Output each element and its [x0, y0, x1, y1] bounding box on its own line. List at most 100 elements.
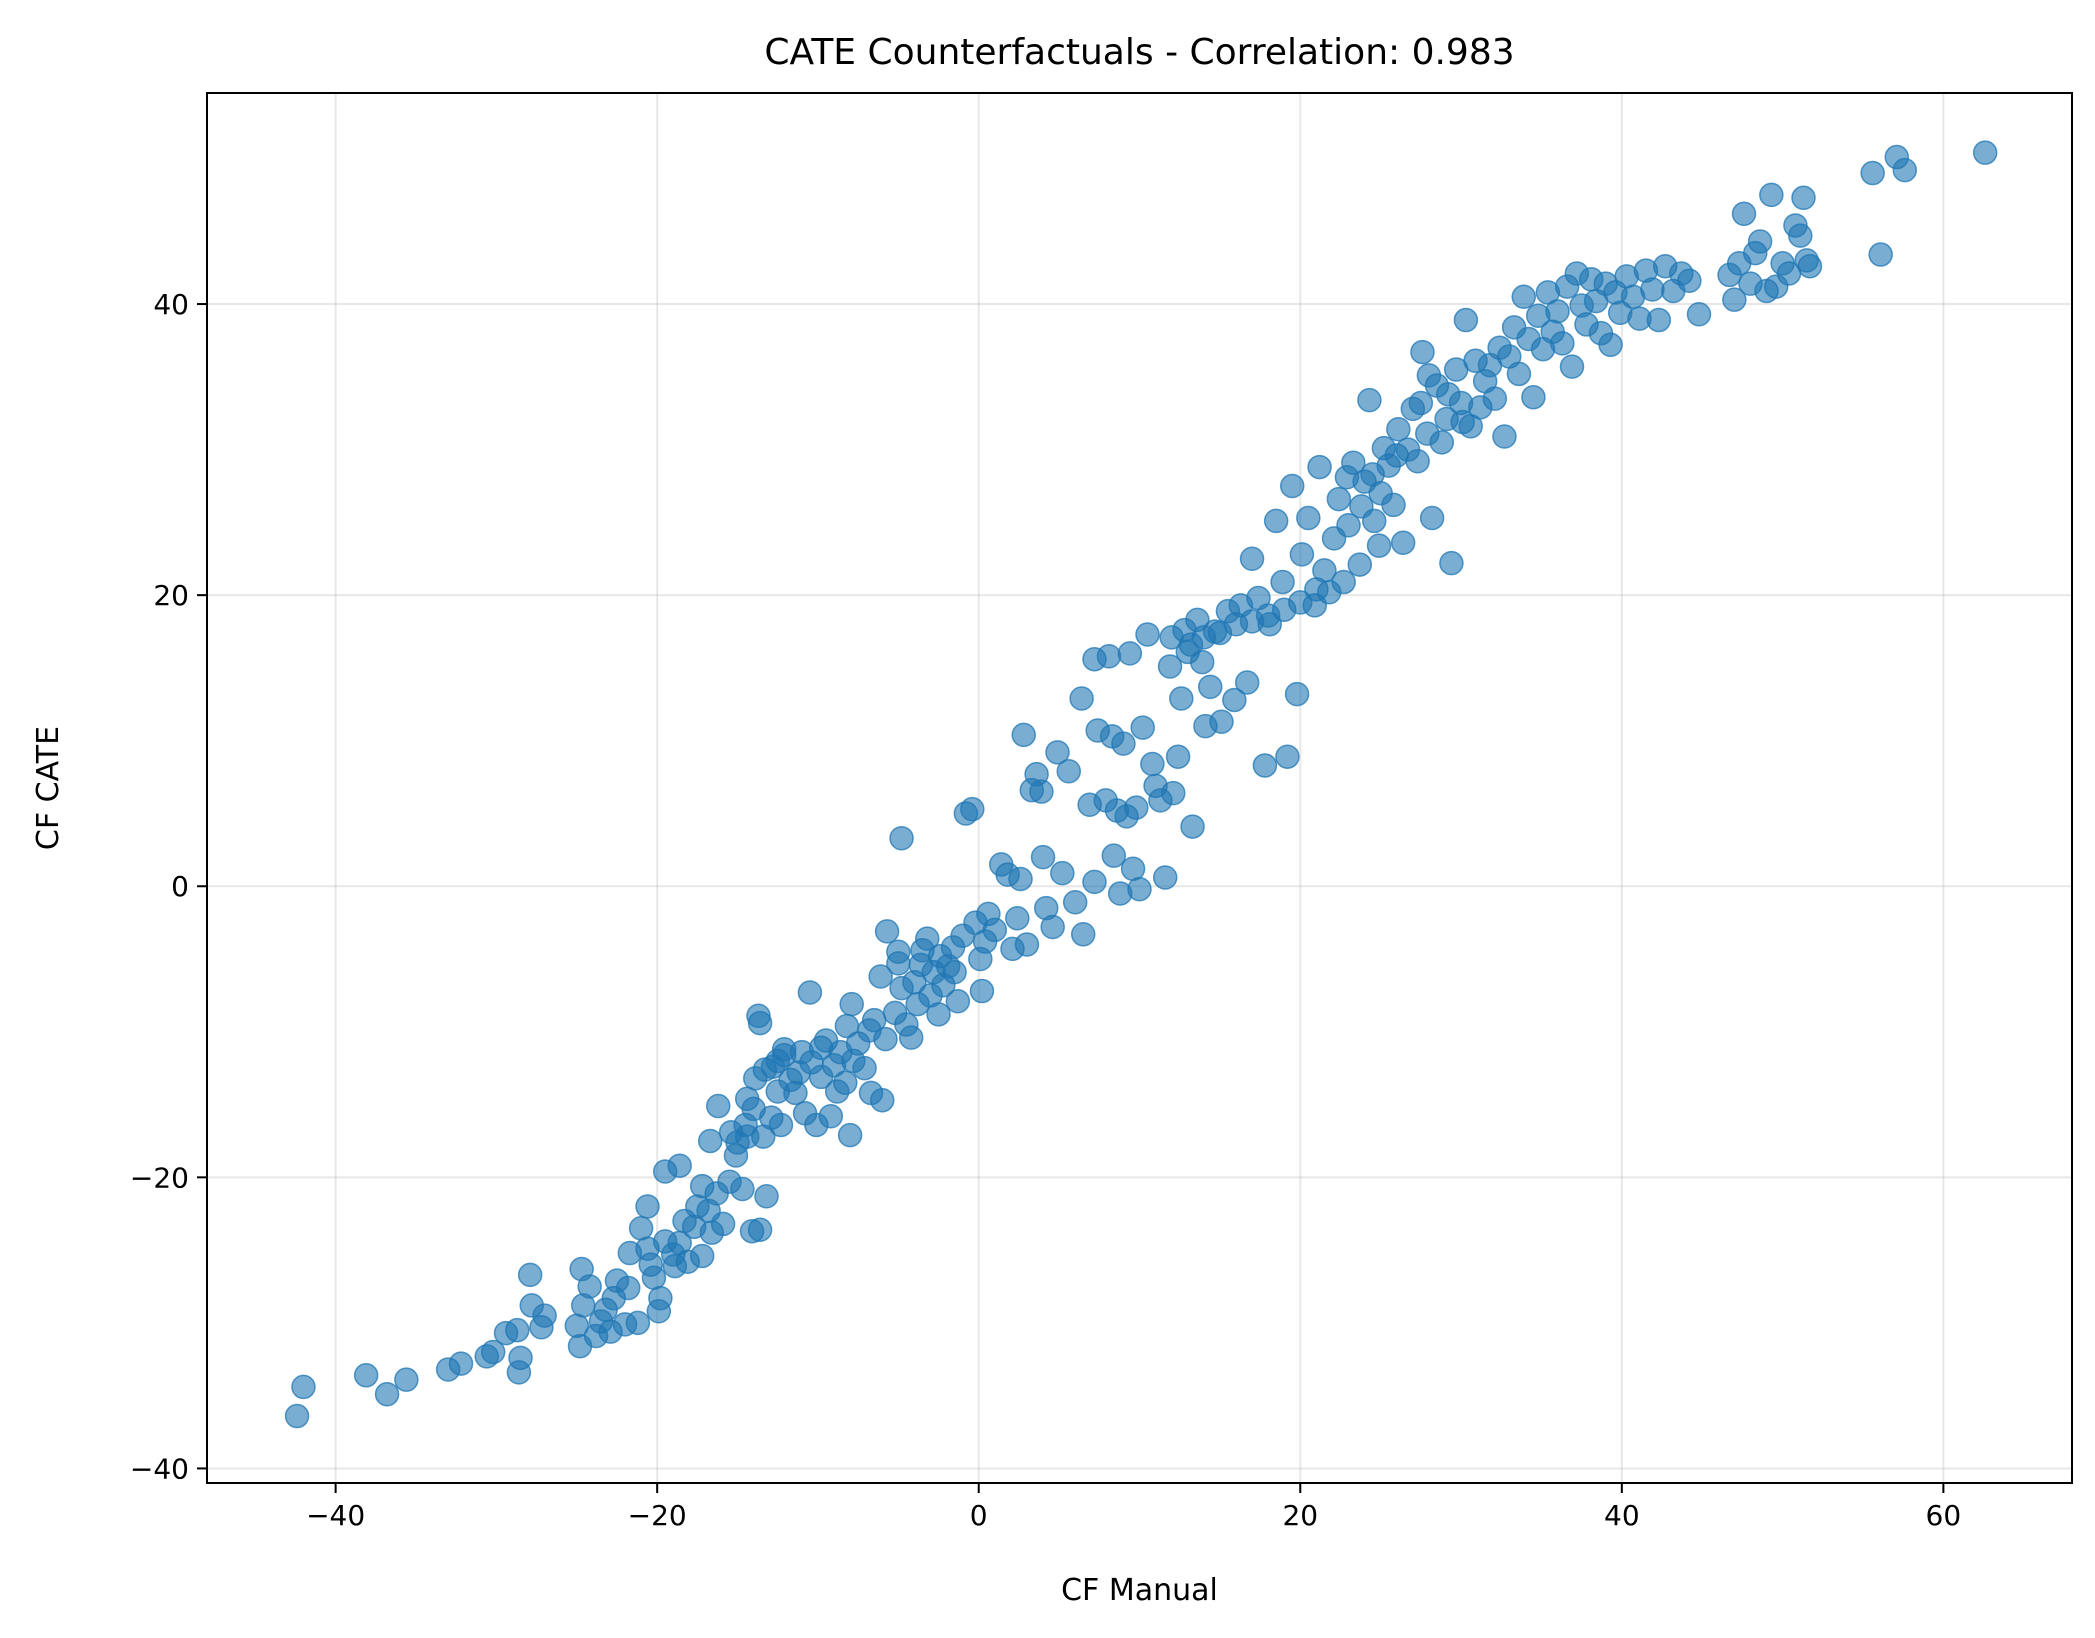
- data-point: [706, 1093, 731, 1119]
- data-points: [284, 140, 1998, 1429]
- data-point: [723, 1143, 749, 1168]
- data-point: [1011, 722, 1036, 748]
- data-point: [480, 1339, 506, 1365]
- data-point: [1304, 577, 1329, 602]
- data-point: [747, 1010, 773, 1036]
- data-point: [945, 988, 971, 1014]
- data-point: [284, 1403, 310, 1429]
- x-tick-label: 40: [1604, 1499, 1640, 1532]
- data-point: [1506, 361, 1532, 387]
- data-point: [1169, 686, 1194, 711]
- data-point: [667, 1153, 692, 1178]
- data-point: [1511, 284, 1537, 310]
- data-point: [697, 1128, 723, 1154]
- data-point: [1209, 709, 1234, 735]
- data-point: [532, 1303, 557, 1328]
- grid: [207, 93, 2072, 1483]
- data-point: [508, 1345, 533, 1371]
- data-point: [374, 1381, 400, 1407]
- data-point: [1130, 715, 1155, 740]
- x-axis-label: CF Manual: [1061, 1573, 1218, 1608]
- data-point: [969, 978, 995, 1004]
- x-tick-label: 60: [1926, 1499, 1962, 1532]
- data-point: [394, 1367, 419, 1392]
- data-point: [1165, 744, 1191, 769]
- data-point: [1860, 160, 1885, 186]
- data-point: [1410, 339, 1435, 365]
- data-point: [1349, 494, 1374, 519]
- data-point: [1275, 744, 1300, 769]
- data-point: [942, 959, 967, 985]
- data-point: [1429, 430, 1455, 455]
- data-point: [1416, 363, 1442, 388]
- data-point: [1559, 354, 1585, 379]
- data-point: [1439, 550, 1464, 576]
- data-point: [1357, 387, 1382, 413]
- data-point: [628, 1216, 654, 1241]
- data-point: [1788, 223, 1813, 248]
- data-point: [710, 1211, 736, 1237]
- data-point: [641, 1265, 667, 1291]
- data-point: [646, 1299, 672, 1324]
- data-point: [1252, 753, 1278, 778]
- data-point: [635, 1194, 660, 1219]
- data-point: [1419, 505, 1445, 531]
- data-point: [1014, 932, 1040, 957]
- data-point: [1331, 569, 1356, 595]
- plot-area-frame: [206, 92, 2073, 1484]
- data-point: [870, 1087, 895, 1113]
- data-point: [1101, 843, 1127, 868]
- data-point: [1157, 654, 1183, 679]
- data-point: [1117, 641, 1143, 666]
- data-point: [874, 919, 900, 944]
- data-point: [1030, 844, 1056, 870]
- data-point: [1677, 268, 1702, 294]
- data-point: [1111, 731, 1136, 756]
- data-point: [1239, 546, 1265, 572]
- chart-title: CATE Counterfactuals - Correlation: 0.98…: [764, 32, 1514, 73]
- data-point: [1127, 876, 1152, 902]
- data-point: [833, 1070, 858, 1095]
- data-point: [1892, 157, 1918, 183]
- data-point: [1140, 751, 1165, 777]
- data-point: [1263, 508, 1289, 534]
- y-tick-label: 20: [153, 579, 189, 612]
- data-point: [1197, 674, 1223, 700]
- data-point: [1152, 865, 1178, 890]
- x-tick-label: 0: [970, 1499, 988, 1532]
- data-point: [1279, 473, 1305, 499]
- data-point: [771, 1037, 797, 1062]
- data-point: [1972, 140, 1998, 165]
- data-point: [1135, 622, 1160, 647]
- data-point: [1069, 686, 1094, 711]
- data-point: [1326, 486, 1352, 512]
- x-tick-label: 20: [1282, 1499, 1318, 1532]
- x-tick-label: −20: [628, 1499, 687, 1532]
- data-point: [1222, 687, 1247, 713]
- data-point: [1050, 860, 1075, 886]
- data-point: [1868, 242, 1893, 267]
- data-point: [1640, 277, 1665, 302]
- data-point: [783, 1080, 808, 1106]
- data-point: [1096, 644, 1122, 669]
- data-point: [577, 1274, 602, 1299]
- data-point: [734, 1086, 760, 1111]
- data-point: [730, 1176, 755, 1202]
- data-point: [1180, 814, 1205, 839]
- data-point: [1347, 552, 1373, 577]
- data-point: [1120, 856, 1146, 882]
- data-point: [291, 1374, 316, 1400]
- data-point: [839, 991, 864, 1017]
- data-point: [353, 1363, 379, 1388]
- x-tick-label: −40: [306, 1499, 365, 1532]
- data-point: [1482, 386, 1508, 411]
- data-point: [1189, 649, 1215, 675]
- data-point: [1289, 542, 1315, 567]
- axis-ticks: −40 −20 0 20 40 60 −40 −20 0 20 40: [130, 288, 1961, 1532]
- y-axis-label: CF CATE: [31, 726, 66, 850]
- data-point: [1759, 182, 1784, 208]
- data-point: [1082, 869, 1107, 895]
- data-point: [1159, 625, 1184, 650]
- data-point: [1284, 681, 1310, 707]
